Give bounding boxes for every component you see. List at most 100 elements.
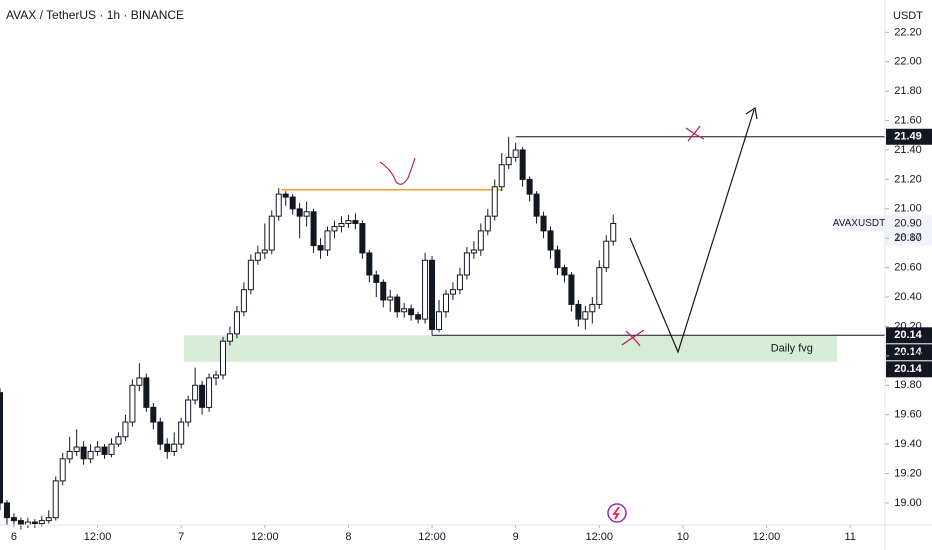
candle-body: [122, 421, 129, 438]
chart-title: AVAX / TetherUS · 1h · BINANCE: [6, 8, 184, 22]
overlay: AVAXUSDT 20.90 18:17 21.49 20.14 20.14 20.14: [833, 128, 932, 378]
y-tick-label: 22.20: [894, 26, 922, 38]
candle-body: [213, 374, 220, 379]
fvg-zone: [183, 335, 837, 362]
candle-body: [199, 384, 206, 408]
candle-body: [219, 340, 227, 376]
candle-body: [498, 164, 505, 188]
candle-body: [387, 296, 394, 301]
candle-body: [352, 220, 359, 225]
y-tick-label: 19.40: [894, 438, 922, 450]
candle-body: [73, 446, 80, 452]
price-tag: [886, 344, 932, 361]
cross-mark: [685, 125, 705, 142]
candle-body: [491, 186, 498, 217]
candle-body: [178, 421, 185, 445]
candle-body: [129, 384, 136, 423]
axis-unit: USDT: [893, 10, 923, 22]
candle-body: [136, 377, 143, 386]
symbol-tag: [835, 215, 884, 232]
candle-body: [505, 156, 512, 166]
y-tick-label: 21.20: [894, 173, 922, 185]
x-tick-label: 11: [844, 531, 855, 543]
candle-body: [303, 211, 310, 217]
candle-body: [45, 517, 52, 522]
candle-body: [185, 399, 192, 423]
candle-body: [477, 230, 484, 251]
price-tag-label: 20.14: [894, 363, 922, 375]
last-price-tag: [886, 215, 932, 246]
candle-body: [568, 274, 575, 305]
candle-body: [261, 249, 268, 254]
y-tick-label: 21.80: [894, 85, 922, 97]
y-tick-label: 21.00: [894, 203, 922, 215]
candle-body: [359, 223, 366, 254]
candle-body: [442, 293, 449, 313]
candle-body: [310, 211, 317, 247]
candle-body: [282, 193, 289, 198]
candle-body: [108, 443, 115, 455]
y-tick-label: 20.60: [894, 262, 922, 274]
y-tick-label: 21.60: [894, 114, 922, 126]
x-tick-label: 12:00: [84, 531, 112, 543]
candle-body: [394, 296, 401, 313]
candle-body: [408, 308, 415, 316]
candle-body: [338, 223, 345, 227]
y-tick-label: 20.40: [894, 291, 922, 303]
price-tag: [886, 128, 932, 145]
logo-ring: [607, 503, 627, 523]
x-tick-label: 7: [178, 531, 184, 543]
candle-body: [226, 333, 233, 342]
candle-body: [289, 196, 296, 210]
candle-body: [254, 252, 261, 261]
candle-body: [401, 308, 408, 313]
projection-arrow: [629, 109, 755, 354]
candle-body: [101, 446, 108, 455]
candle-body: [94, 446, 101, 452]
candle-body: [233, 311, 240, 335]
candle-body: [519, 149, 526, 180]
candle-body: [317, 245, 324, 251]
candle-body: [422, 259, 429, 320]
y-tick-label: 19.60: [894, 409, 922, 421]
arrow-head: [745, 106, 758, 120]
x-tick-label: 6: [11, 531, 17, 543]
y-tick-label: 20.80: [894, 232, 922, 244]
y-tick-label: 19.00: [894, 497, 922, 509]
last-price-label: 20.90: [894, 217, 922, 229]
candle-body: [10, 517, 17, 522]
candle-body: [610, 223, 617, 242]
candle-body: [429, 259, 436, 330]
candle-body: [449, 289, 456, 295]
candle-body: [512, 149, 519, 158]
countdown: 18:17: [894, 231, 922, 243]
price-tag-label: 20.14: [894, 329, 922, 341]
candle-body: [582, 311, 589, 320]
candle-body: [526, 178, 533, 195]
price-tag: [886, 361, 932, 378]
y-tick-label: 20.00: [894, 350, 922, 362]
candle-body: [380, 281, 387, 301]
candle-body: [561, 267, 568, 276]
x-tick-label: 12:00: [418, 531, 446, 543]
price-tag-label: 21.49: [894, 131, 922, 143]
candle-body: [547, 230, 554, 251]
candle-body: [59, 458, 66, 482]
y-tick-label: 22.00: [894, 56, 922, 68]
candle-body: [206, 377, 213, 408]
candle-body: [533, 193, 540, 217]
price-tag: [886, 327, 932, 344]
candle-body: [247, 259, 254, 291]
zone-label: Daily fvg: [771, 342, 813, 354]
candle-body: [3, 502, 10, 519]
candle-body: [80, 446, 87, 460]
candle-body: [554, 249, 561, 269]
candle-body: [171, 443, 178, 452]
candle-body: [366, 252, 373, 276]
candle-body: [164, 443, 171, 452]
candle-body: [436, 311, 443, 330]
candle-body: [415, 314, 422, 320]
candle-body: [589, 303, 596, 313]
candle-body: [87, 450, 94, 460]
